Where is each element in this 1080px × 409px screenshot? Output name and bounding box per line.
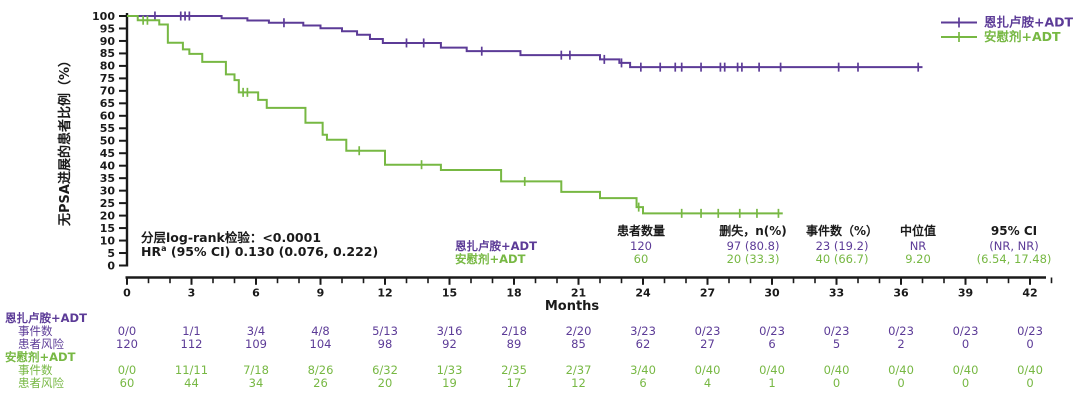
y-tick-label: 100 — [92, 10, 115, 23]
y-tick-label: 20 — [100, 209, 116, 222]
y-tick-label: 0 — [107, 259, 115, 272]
km-curve-placebo — [127, 15, 783, 215]
y-tick-label: 75 — [100, 72, 115, 85]
y-tick-label: 95 — [100, 22, 115, 35]
x-tick-label: 42 — [1022, 287, 1037, 300]
y-tick-label: 65 — [100, 97, 115, 110]
x-axis-label: Months — [545, 299, 600, 314]
legend-item-placebo: 安慰剂+ADT — [941, 29, 1061, 44]
y-tick-label: 25 — [100, 197, 115, 210]
x-tick-label: 3 — [188, 287, 196, 300]
stats-block: 分层log-rank检验：<0.0001 HRa (95% CI) 0.130 … — [141, 231, 378, 259]
x-tick-label: 30 — [764, 287, 780, 300]
axes: 0510152025303540455055606570758085909510… — [92, 10, 1053, 300]
x-tick-label: 18 — [506, 287, 521, 300]
y-tick-label: 70 — [100, 85, 116, 98]
x-tick-label: 33 — [829, 287, 844, 300]
hr-footnote-marker: a — [161, 243, 167, 253]
legend-label: 安慰剂+ADT — [984, 29, 1061, 44]
x-tick-label: 12 — [377, 287, 392, 300]
survival-curves — [127, 11, 923, 218]
y-tick-label: 55 — [100, 122, 115, 135]
y-tick-label: 30 — [100, 184, 116, 197]
y-tick-label: 45 — [100, 147, 115, 160]
legend-label: 恩扎卢胺+ADT — [984, 15, 1074, 30]
km-curve-enzalutamide — [127, 15, 923, 69]
legend-item-enzalutamide: 恩扎卢胺+ADT — [941, 15, 1074, 30]
y-tick-label: 5 — [107, 247, 115, 260]
y-tick-label: 10 — [100, 234, 116, 247]
y-tick-label: 60 — [100, 110, 116, 123]
y-axis-label: 无PSA进展的患者比例（%） — [57, 54, 73, 227]
y-tick-label: 80 — [100, 60, 116, 73]
x-tick-label: 0 — [123, 287, 131, 300]
x-tick-label: 24 — [635, 287, 651, 300]
x-tick-label: 15 — [442, 287, 457, 300]
logrank-stat: 分层log-rank检验：<0.0001 — [141, 230, 322, 245]
y-tick-label: 40 — [100, 160, 116, 173]
x-tick-label: 6 — [252, 287, 260, 300]
y-tick-label: 85 — [100, 47, 115, 60]
x-tick-label: 39 — [958, 287, 973, 300]
hazard-ratio-stat: HRa (95% CI) 0.130 (0.076, 0.222) — [141, 243, 379, 259]
x-tick-label: 9 — [317, 287, 325, 300]
x-tick-label: 27 — [700, 287, 715, 300]
x-tick-label: 21 — [571, 287, 586, 300]
y-tick-label: 50 — [100, 135, 116, 148]
y-tick-label: 35 — [100, 172, 115, 185]
y-tick-label: 15 — [100, 222, 115, 235]
y-tick-label: 90 — [100, 35, 116, 48]
x-tick-label: 36 — [893, 287, 909, 300]
